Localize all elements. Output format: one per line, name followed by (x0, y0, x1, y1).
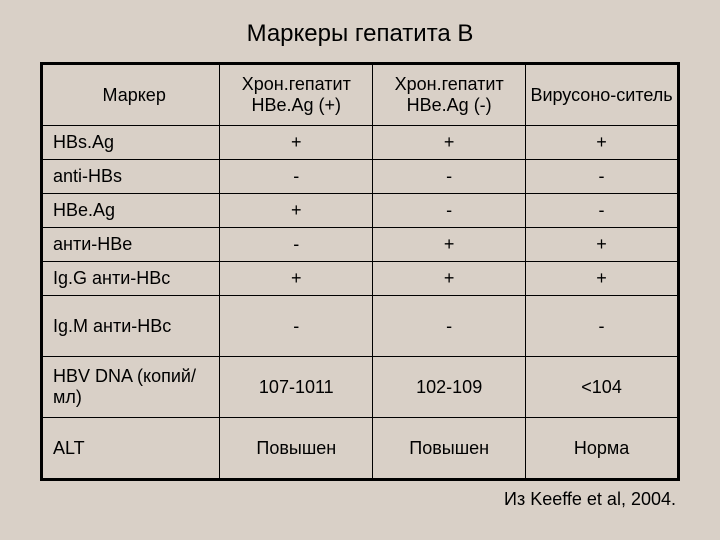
cell: + (373, 262, 526, 296)
col-header-hbeag-neg: Хрон.гепатит HBe.Ag (-) (373, 64, 526, 126)
row-label: Ig.G анти-HBc (42, 262, 220, 296)
cell: - (526, 160, 679, 194)
table-row: Ig.M анти-HBc - - - (42, 296, 679, 357)
row-label: anti-HBs (42, 160, 220, 194)
cell: + (373, 228, 526, 262)
cell: Повышен (220, 418, 373, 480)
row-label: анти-HBe (42, 228, 220, 262)
row-label: HBV DNA (копий/мл) (42, 357, 220, 418)
cell: + (526, 126, 679, 160)
col-header-marker: Маркер (42, 64, 220, 126)
cell: - (220, 228, 373, 262)
table-row: анти-HBe - + + (42, 228, 679, 262)
cell: + (373, 126, 526, 160)
row-label: HBs.Ag (42, 126, 220, 160)
cell: + (526, 228, 679, 262)
cell: 107-1011 (220, 357, 373, 418)
slide-title: Маркеры гепатита В (40, 20, 680, 48)
slide: Маркеры гепатита В Маркер Хрон.гепатит H… (0, 0, 720, 540)
cell: + (220, 126, 373, 160)
markers-table: Маркер Хрон.гепатит HBe.Ag (+) Хрон.гепа… (40, 62, 680, 481)
table-header-row: Маркер Хрон.гепатит HBe.Ag (+) Хрон.гепа… (42, 64, 679, 126)
col-header-hbeag-pos: Хрон.гепатит HBe.Ag (+) (220, 64, 373, 126)
cell: + (220, 194, 373, 228)
row-label: ALT (42, 418, 220, 480)
table-row: anti-HBs - - - (42, 160, 679, 194)
cell: - (526, 194, 679, 228)
row-label: HBe.Ag (42, 194, 220, 228)
cell: - (526, 296, 679, 357)
cell: - (373, 194, 526, 228)
cell: <104 (526, 357, 679, 418)
cell: Повышен (373, 418, 526, 480)
cell: 102-109 (373, 357, 526, 418)
cell: - (373, 296, 526, 357)
row-label: Ig.M анти-HBc (42, 296, 220, 357)
cell: - (220, 296, 373, 357)
col-header-carrier: Вирусоно-ситель (526, 64, 679, 126)
cell: Норма (526, 418, 679, 480)
table-row: Ig.G анти-HBc + + + (42, 262, 679, 296)
citation: Из Keeffe et al, 2004. (40, 489, 680, 510)
cell: + (220, 262, 373, 296)
cell: - (220, 160, 373, 194)
cell: - (373, 160, 526, 194)
table-row: HBs.Ag + + + (42, 126, 679, 160)
table-body: Маркер Хрон.гепатит HBe.Ag (+) Хрон.гепа… (42, 64, 679, 480)
table-row: HBV DNA (копий/мл) 107-1011 102-109 <104 (42, 357, 679, 418)
table-row: HBe.Ag + - - (42, 194, 679, 228)
table-row: ALT Повышен Повышен Норма (42, 418, 679, 480)
cell: + (526, 262, 679, 296)
